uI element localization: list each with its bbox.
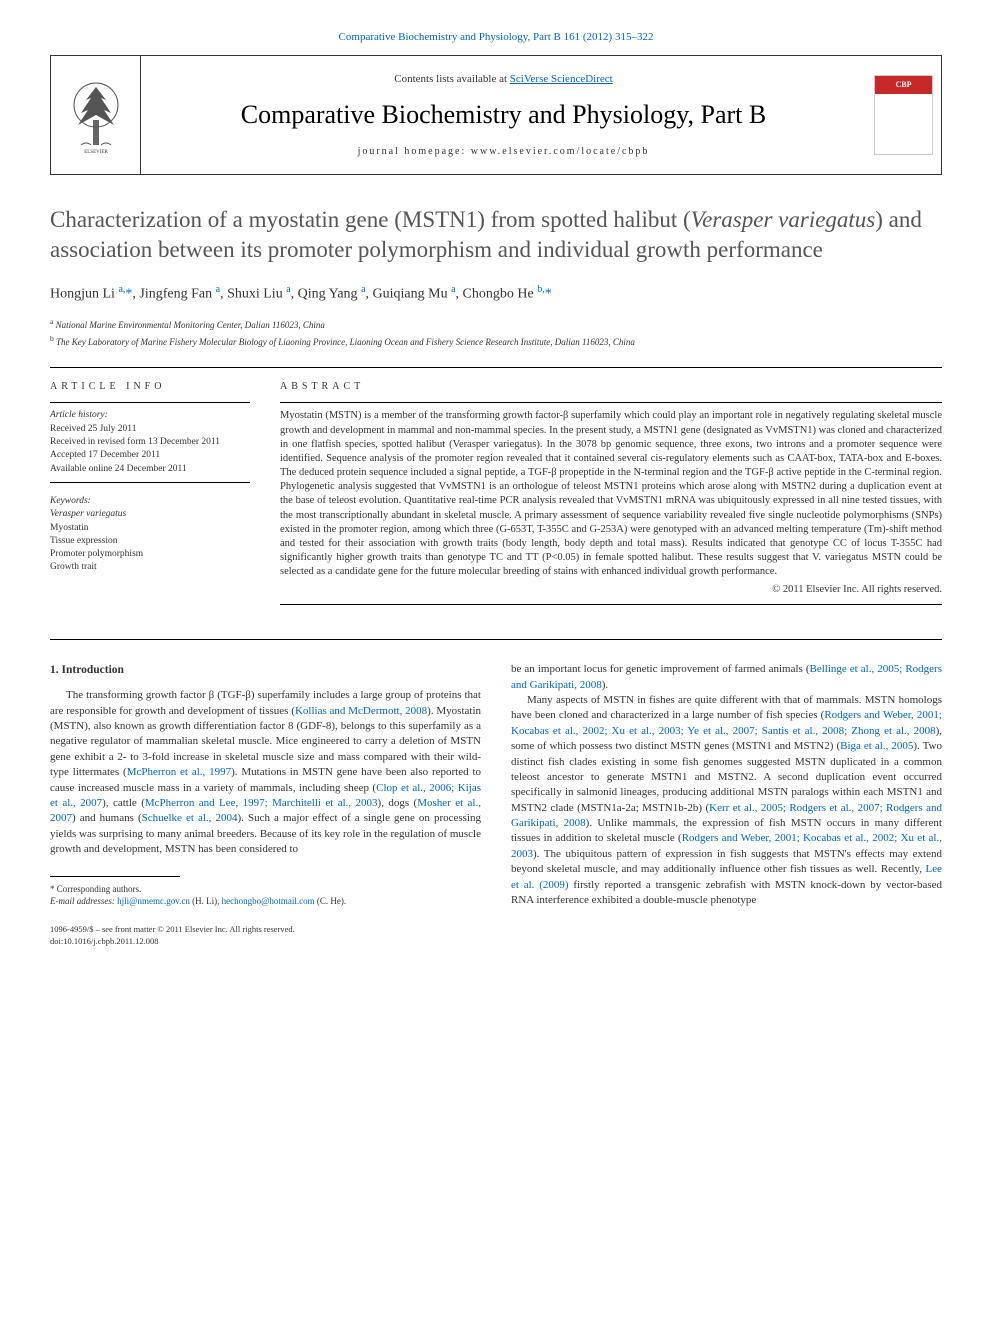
- intro-para-1: The transforming growth factor β (TGF-β)…: [50, 688, 481, 857]
- abstract-divider-top: [280, 402, 942, 403]
- abstract-label: ABSTRACT: [280, 380, 942, 394]
- keywords-label: Keywords:: [50, 495, 250, 508]
- history-label: Article history:: [50, 409, 250, 422]
- svg-text:ELSEVIER: ELSEVIER: [84, 150, 108, 155]
- keyword: Promoter polymorphism: [50, 548, 250, 561]
- abstract-divider-bottom: [280, 604, 942, 605]
- copyright-line: 1096-4959/$ – see front matter © 2011 El…: [50, 924, 481, 936]
- elsevier-tree-icon: ELSEVIER: [66, 75, 126, 155]
- article-info-column: ARTICLE INFO Article history: Received 2…: [50, 380, 250, 611]
- journal-cover: CBP: [866, 56, 941, 174]
- footnote-separator: [50, 876, 180, 877]
- article-title: Characterization of a myostatin gene (MS…: [50, 205, 942, 265]
- contents-line: Contents lists available at SciVerse Sci…: [394, 72, 612, 87]
- corresponding-note: * Corresponding authors.: [50, 883, 481, 896]
- journal-title: Comparative Biochemistry and Physiology,…: [241, 97, 766, 133]
- intro-para-2: Many aspects of MSTN in fishes are quite…: [511, 693, 942, 908]
- abstract-text: Myostatin (MSTN) is a member of the tran…: [280, 409, 942, 579]
- title-pre: Characterization of a myostatin gene (MS…: [50, 207, 691, 232]
- email-suffix-2: (C. He).: [315, 896, 347, 906]
- intro-heading: 1. Introduction: [50, 662, 481, 678]
- email-link-2[interactable]: hechongbo@hotmail.com: [222, 896, 315, 906]
- cover-label: CBP: [875, 76, 932, 94]
- body-columns: 1. Introduction The transforming growth …: [50, 662, 942, 947]
- footer-copyright: 1096-4959/$ – see front matter © 2011 El…: [50, 924, 481, 948]
- citation-header[interactable]: Comparative Biochemistry and Physiology,…: [50, 30, 942, 45]
- keyword: Tissue expression: [50, 535, 250, 548]
- body-top-divider: [50, 639, 942, 640]
- email-link-1[interactable]: hjli@nmemc.gov.cn: [117, 896, 190, 906]
- abstract-column: ABSTRACT Myostatin (MSTN) is a member of…: [280, 380, 942, 611]
- history-line: Received in revised form 13 December 201…: [50, 436, 250, 449]
- contents-text: Contents lists available at: [394, 73, 509, 85]
- journal-homepage: journal homepage: www.elsevier.com/locat…: [358, 145, 650, 159]
- keyword: Growth trait: [50, 561, 250, 574]
- history-line: Available online 24 December 2011: [50, 463, 250, 476]
- journal-header-box: ELSEVIER Contents lists available at Sci…: [50, 55, 942, 175]
- history-line: Accepted 17 December 2011: [50, 449, 250, 462]
- doi-line: doi:10.1016/j.cbpb.2011.12.008: [50, 936, 481, 948]
- info-divider-1: [50, 402, 250, 403]
- email-label: E-mail addresses:: [50, 896, 117, 906]
- authors-list: Hongjun Li a,*, Jingfeng Fan a, Shuxi Li…: [50, 283, 942, 304]
- affiliations: a National Marine Environmental Monitori…: [50, 316, 942, 349]
- abstract-copyright: © 2011 Elsevier Inc. All rights reserved…: [280, 583, 942, 598]
- title-species: Verasper variegatus: [691, 207, 876, 232]
- keyword: Verasper variegatus: [50, 508, 250, 521]
- keyword: Myostatin: [50, 522, 250, 535]
- history-line: Received 25 July 2011: [50, 423, 250, 436]
- sciencedirect-link[interactable]: SciVerse ScienceDirect: [510, 73, 613, 85]
- email-suffix-1: (H. Li),: [190, 896, 222, 906]
- intro-para-1b: be an important locus for genetic improv…: [511, 662, 942, 693]
- header-divider: [50, 367, 942, 368]
- email-note: E-mail addresses: hjli@nmemc.gov.cn (H. …: [50, 895, 481, 908]
- article-info-label: ARTICLE INFO: [50, 380, 250, 394]
- info-divider-2: [50, 482, 250, 483]
- elsevier-logo: ELSEVIER: [51, 56, 141, 174]
